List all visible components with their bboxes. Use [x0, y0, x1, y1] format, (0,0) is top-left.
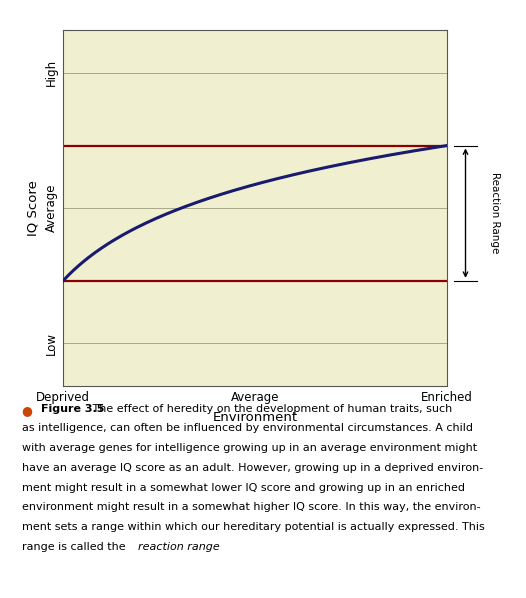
Text: reaction range: reaction range [138, 542, 220, 552]
Text: with average genes for intelligence growing up in an average environment might: with average genes for intelligence grow… [22, 443, 477, 453]
Text: Figure 3.5: Figure 3.5 [41, 404, 104, 414]
Text: ●: ● [21, 404, 32, 417]
Text: have an average IQ score as an adult. However, growing up in a deprived environ-: have an average IQ score as an adult. Ho… [22, 463, 483, 473]
Text: as intelligence, can often be influenced by environmental circumstances. A child: as intelligence, can often be influenced… [22, 423, 472, 434]
Text: ment might result in a somewhat lower IQ score and growing up in an enriched: ment might result in a somewhat lower IQ… [22, 483, 464, 493]
Text: environment might result in a somewhat higher IQ score. In this way, the environ: environment might result in a somewhat h… [22, 502, 480, 512]
Text: .: . [193, 542, 196, 552]
X-axis label: Environment: Environment [213, 410, 298, 423]
Y-axis label: IQ Score: IQ Score [27, 180, 39, 236]
Text: Reaction Range: Reaction Range [490, 172, 500, 254]
Text: range is called the: range is called the [22, 542, 129, 552]
Text: The effect of heredity on the development of human traits, such: The effect of heredity on the developmen… [89, 404, 453, 414]
Text: ment sets a range within which our hereditary potential is actually expressed. T: ment sets a range within which our hered… [22, 522, 484, 532]
